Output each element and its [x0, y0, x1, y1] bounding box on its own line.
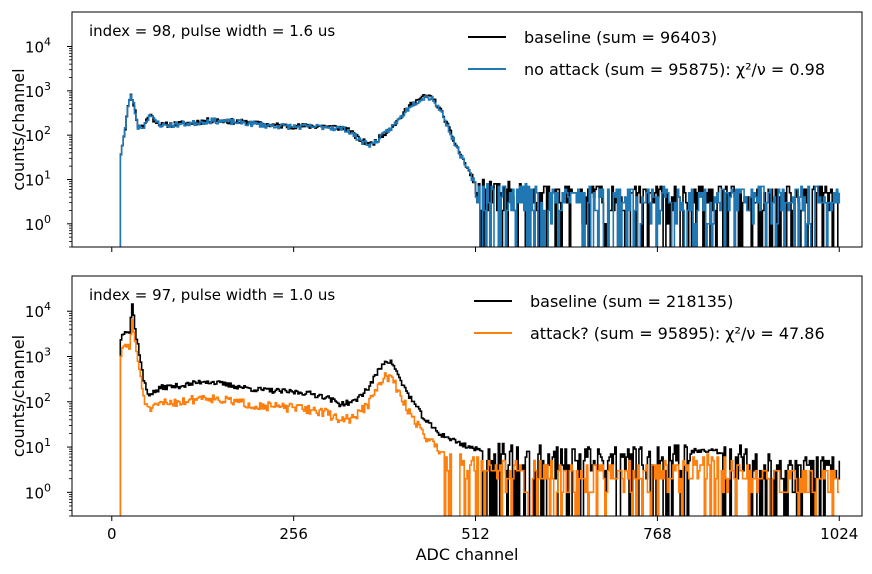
- y-tick-exponent: 2: [44, 391, 51, 404]
- y-tick-exponent: 4: [44, 35, 51, 48]
- y-tick-exponent: 4: [44, 300, 51, 313]
- y-tick-base: 10: [25, 38, 44, 56]
- y-tick-base: 10: [25, 127, 44, 145]
- x-tick-label: 768: [643, 525, 672, 543]
- y-axis-label: counts/channel: [9, 68, 28, 190]
- y-tick-exponent: 1: [44, 436, 51, 449]
- x-tick-label: 0: [107, 525, 117, 543]
- y-tick-label: 100: [25, 481, 51, 502]
- y-tick-label: 101: [25, 168, 51, 189]
- y-tick-label: 103: [25, 346, 51, 367]
- y-tick-exponent: 0: [44, 213, 51, 226]
- y-tick-base: 10: [25, 216, 44, 234]
- y-tick-label: 103: [25, 80, 51, 101]
- series-line-attack: [119, 318, 840, 516]
- y-tick-base: 10: [25, 303, 44, 321]
- y-tick-base: 10: [25, 349, 44, 367]
- y-tick-exponent: 3: [44, 80, 51, 93]
- y-tick-base: 10: [25, 394, 44, 412]
- bottom-panel: 0 256 512 768 1024100101102103104counts/chan…: [9, 275, 863, 564]
- y-tick-label: 104: [25, 300, 51, 321]
- y-tick-base: 10: [25, 83, 44, 101]
- y-tick-exponent: 2: [44, 124, 51, 137]
- panel-annotation: index = 97, pulse width = 1.0 us: [89, 286, 335, 304]
- y-tick-label: 102: [25, 391, 51, 412]
- axes-frame: [71, 11, 863, 248]
- series-line-baseline: [119, 303, 841, 516]
- y-tick-label: 100: [25, 213, 51, 234]
- y-axis-label: counts/channel: [9, 335, 28, 457]
- y-tick-base: 10: [25, 439, 44, 457]
- x-axis-label: ADC channel: [416, 545, 519, 564]
- x-tick-label: 1024: [820, 525, 858, 543]
- panel-annotation: index = 98, pulse width = 1.6 us: [89, 22, 335, 40]
- y-tick-base: 10: [25, 484, 44, 502]
- series-line-noattack: [119, 94, 841, 247]
- x-tick-label: 512: [461, 525, 490, 543]
- legend-label: baseline (sum = 218135): [530, 292, 733, 311]
- x-tick-label: 256: [279, 525, 308, 543]
- legend-label: no attack (sum = 95875): χ²/ν = 0.98: [524, 60, 825, 79]
- y-tick-base: 10: [25, 171, 44, 189]
- y-tick-exponent: 1: [44, 168, 51, 181]
- y-tick-label: 101: [25, 436, 51, 457]
- axes-frame: [71, 275, 863, 517]
- y-tick-label: 102: [25, 124, 51, 145]
- y-tick-label: 104: [25, 35, 51, 56]
- y-tick-exponent: 0: [44, 481, 51, 494]
- y-tick-exponent: 3: [44, 346, 51, 359]
- legend-label: baseline (sum = 96403): [524, 28, 717, 47]
- legend-label: attack? (sum = 95895): χ²/ν = 47.86: [530, 324, 825, 343]
